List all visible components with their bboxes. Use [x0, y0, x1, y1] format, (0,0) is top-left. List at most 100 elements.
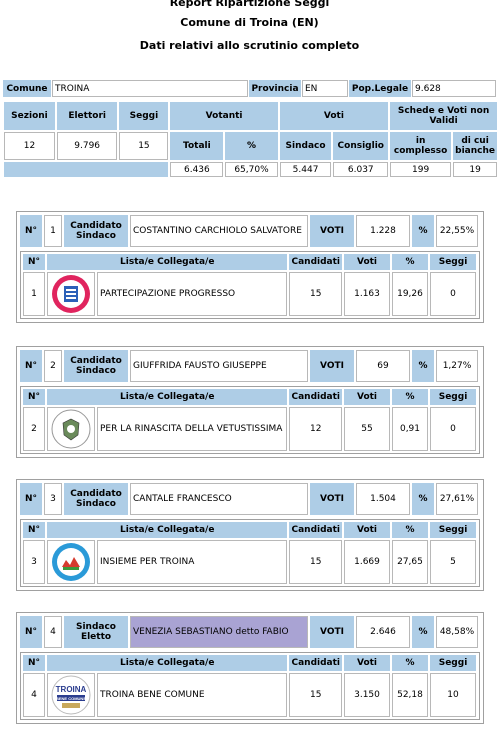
pop-value: 9.628: [412, 80, 496, 97]
list-number: 4: [23, 673, 45, 717]
list-panel: N° Lista/e Collegata/e Candidati Voti % …: [20, 652, 480, 720]
sindaco-value: 5.447: [279, 162, 332, 177]
list-n-header: N°: [23, 522, 45, 538]
list-name: PER LA RINASCITA DELLA VETUSTISSIMA: [97, 407, 288, 451]
list-perc: 19,26: [392, 272, 428, 316]
list-panel: N° Lista/e Collegata/e Candidati Voti % …: [20, 519, 480, 587]
candidate-voti-label: VOTI: [310, 350, 354, 382]
list-table: N° Lista/e Collegata/e Candidati Voti % …: [21, 387, 478, 453]
list-voti: 55: [344, 407, 390, 451]
list-voti-header: Voti: [344, 254, 390, 270]
candidate-block-1: N° 1 Candidato Sindaco COSTANTINO CARCHI…: [16, 211, 484, 323]
list-candidati: 12: [289, 407, 342, 451]
list-voti-header: Voti: [344, 522, 390, 538]
candidate-number: 1: [44, 215, 62, 247]
candidate-perc-label: %: [412, 483, 434, 515]
bianche-value: 19: [453, 162, 497, 177]
candidate-perc: 22,55%: [436, 215, 478, 247]
list-name: INSIEME PER TROINA: [97, 540, 288, 584]
candidate-header: N° 1 Candidato Sindaco COSTANTINO CARCHI…: [18, 213, 480, 249]
list-n-header: N°: [23, 389, 45, 405]
perc-value: 65,70%: [225, 162, 278, 177]
list-name-header: Lista/e Collegata/e: [47, 655, 288, 671]
summary-data-table: Sezioni Elettori Seggi Votanti Voti Sche…: [2, 100, 499, 179]
party-logo-icon: [51, 274, 91, 314]
complesso-header: in complesso: [390, 132, 452, 160]
candidate-name: VENEZIA SEBASTIANO detto FABIO: [130, 616, 308, 648]
list-table: N° Lista/e Collegata/e Candidati Voti % …: [21, 653, 478, 719]
consiglio-value: 6.037: [333, 162, 389, 177]
elettori-value: 9.796: [56, 132, 118, 160]
bianche-header: di cui bianche: [453, 132, 497, 160]
list-panel: N° Lista/e Collegata/e Candidati Voti % …: [20, 386, 480, 454]
pop-label: Pop.Legale: [349, 80, 411, 97]
schede-header: Schede e Voti non Validi: [390, 102, 497, 130]
list-candidati: 15: [289, 540, 342, 584]
list-number: 1: [23, 272, 45, 316]
list-name-header: Lista/e Collegata/e: [47, 254, 288, 270]
candidate-name: COSTANTINO CARCHIOLO SALVATORE: [130, 215, 308, 247]
candidate-name: CANTALE FRANCESCO: [130, 483, 308, 515]
candidate-perc: 48,58%: [436, 616, 478, 648]
list-perc-header: %: [392, 254, 428, 270]
comune-value: TROINA: [52, 80, 248, 97]
list-n-header: N°: [23, 254, 45, 270]
list-candidati-header: Candidati: [289, 522, 342, 538]
candidate-name: GIUFFRIDA FAUSTO GIUSEPPE: [130, 350, 308, 382]
list-number: 2: [23, 407, 45, 451]
list-seggi: 5: [430, 540, 476, 584]
candidate-block-3: N° 3 Candidato Sindaco CANTALE FRANCESCO…: [16, 479, 484, 591]
candidate-role: Candidato Sindaco: [64, 483, 128, 515]
list-panel: N° Lista/e Collegata/e Candidati Voti % …: [20, 251, 480, 319]
candidate-header: N° 4 Sindaco Eletto VENEZIA SEBASTIANO d…: [18, 614, 480, 650]
candidate-role: Candidato Sindaco: [64, 215, 128, 247]
list-voti-header: Voti: [344, 389, 390, 405]
report-title: Report Ripartizione Seggi: [169, 0, 330, 9]
seggi-header: Seggi: [119, 102, 169, 130]
sezioni-header: Sezioni: [4, 102, 55, 130]
list-candidati: 15: [289, 272, 342, 316]
summary-location-table: Comune TROINA Provincia EN Pop.Legale 9.…: [2, 79, 497, 98]
candidate-header: N° 2 Candidato Sindaco GIUFFRIDA FAUSTO …: [18, 348, 480, 384]
candidate-header: N° 3 Candidato Sindaco CANTALE FRANCESCO…: [18, 481, 480, 517]
list-seggi-header: Seggi: [430, 389, 476, 405]
votanti-header: Votanti: [170, 102, 278, 130]
candidate-number: 2: [44, 350, 62, 382]
svg-text:BENE COMUNE: BENE COMUNE: [56, 696, 86, 701]
candidate-role: Candidato Sindaco: [64, 350, 128, 382]
list-candidati-header: Candidati: [289, 655, 342, 671]
list-candidati-header: Candidati: [289, 389, 342, 405]
sezioni-value: 12: [4, 132, 55, 160]
voti-header: Voti: [279, 102, 389, 130]
candidate-voti: 1.228: [356, 215, 410, 247]
candidate-voti-label: VOTI: [310, 616, 354, 648]
list-voti-header: Voti: [344, 655, 390, 671]
candidate-block-2: N° 2 Candidato Sindaco GIUFFRIDA FAUSTO …: [16, 346, 484, 458]
complesso-value: 199: [390, 162, 452, 177]
candidate-n-label: N°: [20, 350, 42, 382]
list-table: N° Lista/e Collegata/e Candidati Voti % …: [21, 520, 478, 586]
list-candidati-header: Candidati: [289, 254, 342, 270]
candidate-n-label: N°: [20, 215, 42, 247]
list-seggi-header: Seggi: [430, 522, 476, 538]
candidate-perc-label: %: [412, 350, 434, 382]
seggi-value: 15: [119, 132, 169, 160]
candidate-number: 4: [44, 616, 62, 648]
party-logo-icon: [51, 409, 91, 449]
provincia-value: EN: [302, 80, 348, 97]
sindaco-header: Sindaco: [279, 132, 332, 160]
list-perc-header: %: [392, 655, 428, 671]
list-logo-cell: [47, 540, 95, 584]
candidate-number: 3: [44, 483, 62, 515]
list-seggi: 0: [430, 407, 476, 451]
party-logo-icon: TROINA BENE COMUNE: [51, 675, 91, 715]
list-name: TROINA BENE COMUNE: [97, 673, 288, 717]
list-logo-cell: [47, 407, 95, 451]
summary-spacer: [4, 162, 169, 177]
candidate-voti: 1.504: [356, 483, 410, 515]
candidate-voti: 2.646: [356, 616, 410, 648]
candidate-voti-label: VOTI: [310, 215, 354, 247]
candidate-voti: 69: [356, 350, 410, 382]
consiglio-header: Consiglio: [333, 132, 389, 160]
list-candidati: 15: [289, 673, 342, 717]
